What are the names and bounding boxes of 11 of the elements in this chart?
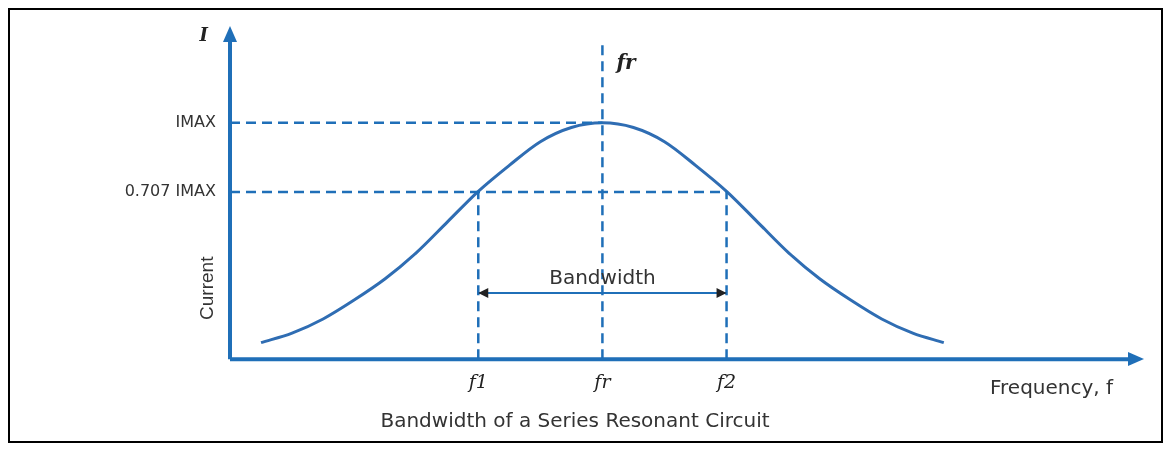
x-tick-label: fr bbox=[592, 369, 613, 392]
y-axis-title: Current bbox=[196, 255, 218, 320]
text: Bandwidth of a Series Resonant Circuit bbox=[380, 408, 770, 433]
ref-line-label: 0.707 IMAX bbox=[124, 181, 217, 201]
x-axis-title: Frequency, f bbox=[990, 375, 1115, 400]
text: I bbox=[198, 23, 209, 45]
annotation: fr bbox=[614, 49, 638, 74]
annotation: Bandwidth bbox=[549, 265, 656, 290]
ref-line-label: IMAX bbox=[175, 111, 217, 131]
x-tick-label: f1 bbox=[466, 369, 488, 392]
x-tick-label: f2 bbox=[714, 369, 737, 392]
